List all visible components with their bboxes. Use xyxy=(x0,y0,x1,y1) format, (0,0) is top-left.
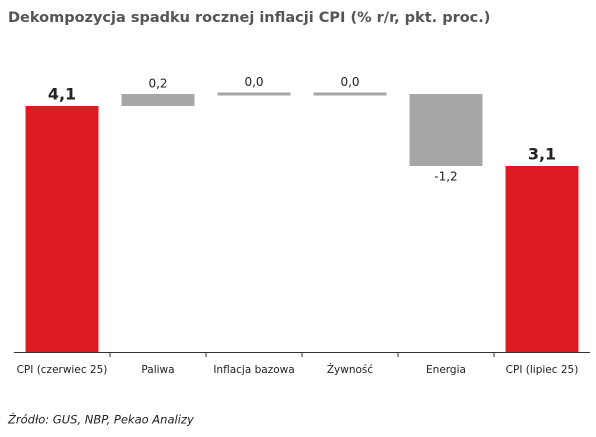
x-tick-label: Inflacja bazowa xyxy=(213,364,294,376)
x-tick-label: Paliwa xyxy=(141,364,174,376)
bar xyxy=(505,166,579,352)
bar xyxy=(25,106,99,352)
value-label: 0,0 xyxy=(244,75,263,89)
value-label: 0,0 xyxy=(340,75,359,89)
bar xyxy=(217,92,291,96)
value-label: -1,2 xyxy=(434,170,457,184)
x-tick-label: CPI (czerwiec 25) xyxy=(17,364,108,376)
chart-title: Dekompozycja spadku rocznej inflacji CPI… xyxy=(8,10,490,26)
bar xyxy=(313,92,387,96)
bar xyxy=(409,94,483,166)
value-label: 4,1 xyxy=(48,85,76,104)
value-label: 0,2 xyxy=(148,77,167,91)
x-tick-label: Żywność xyxy=(327,363,374,376)
bar xyxy=(121,94,195,106)
value-label: 3,1 xyxy=(528,145,556,164)
source: Źródło: GUS, NBP, Pekao Analizy xyxy=(7,412,194,427)
x-tick-label: Energia xyxy=(426,364,466,376)
x-tick-label: CPI (lipiec 25) xyxy=(506,364,579,376)
